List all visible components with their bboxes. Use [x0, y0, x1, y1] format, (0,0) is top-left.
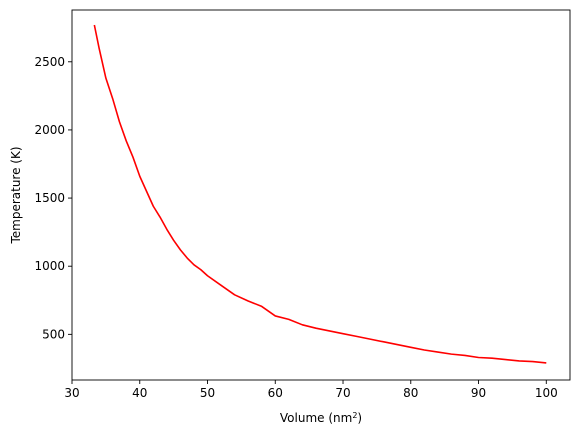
x-tick-label: 100 [535, 386, 558, 400]
x-tick-label: 40 [132, 386, 147, 400]
x-tick-label: 50 [200, 386, 215, 400]
y-tick-label: 2000 [34, 123, 65, 137]
x-tick-label: 90 [471, 386, 486, 400]
y-tick-label: 500 [42, 327, 65, 341]
y-axis-label: Temperature (K) [9, 146, 23, 244]
x-axis: 30 40 50 60 70 80 90 100 [64, 380, 558, 400]
x-axis-label: Volume (nm2) [280, 411, 362, 426]
y-tick-label: 1500 [34, 191, 65, 205]
plot-area [93, 24, 547, 364]
x-tick-label: 70 [335, 386, 350, 400]
y-tick-label: 1000 [34, 259, 65, 273]
y-axis: 500 1000 1500 2000 2500 [34, 55, 72, 341]
y-tick-label: 2500 [34, 55, 65, 69]
axes-frame [71, 9, 571, 381]
x-tick-label: 80 [403, 386, 418, 400]
x-tick-label: 60 [268, 386, 283, 400]
series-line-0 [93, 24, 547, 364]
x-tick-label: 30 [64, 386, 79, 400]
